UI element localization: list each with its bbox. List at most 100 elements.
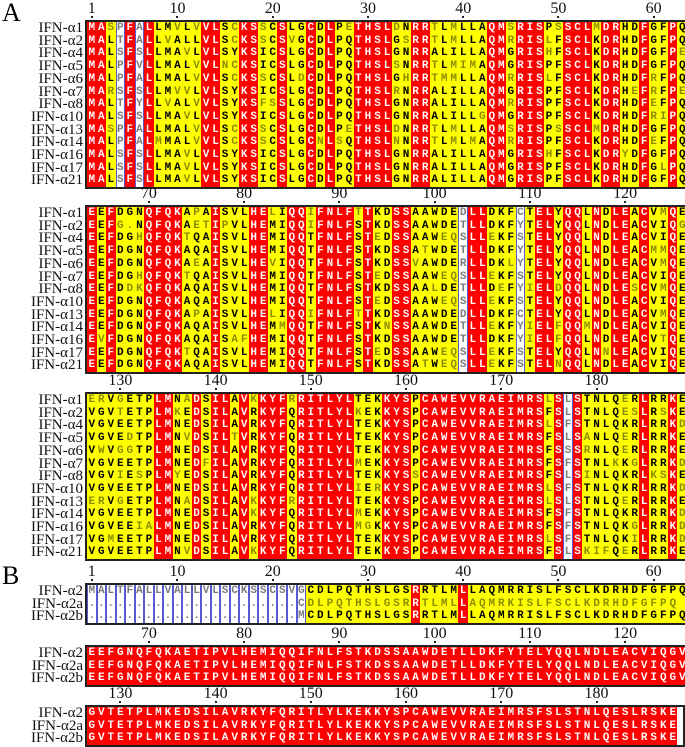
alignment-column [591,394,602,560]
sequence-row: EEFDGNQFQKAQAISVLHEMIQQTFNLFSTKDSSATWEQS… [88,359,685,372]
sequence-row: VGVEDTPLMNVDSILTVRKYFQRITLYLTEKKYSPCAWEV… [88,432,685,445]
position-tick-label: 150 [298,372,323,389]
alignment-column [267,207,278,373]
alignment-column [458,22,468,188]
sequence-row: EEFDGNQFQKTQAISVLHEMIQQTFNLFSTEDSSAAWEQS… [88,346,685,359]
alignment-column [525,647,535,686]
alignment-column [182,707,192,746]
tick-mark [624,641,627,643]
position-tick-label: 40 [455,563,472,580]
alignment-column [648,394,659,560]
alignment-column [248,394,259,560]
alignment-column [410,707,421,746]
sequence-name: IFN-α7 [38,268,83,285]
alignment-column [125,394,135,560]
alignment-column [96,22,107,188]
tick-mark [405,388,408,390]
alignment-column [515,707,526,746]
alignment-column [382,585,392,624]
sequence-name: IFN-α16 [30,147,83,163]
alignment-column [372,207,383,373]
alignment-column [334,22,345,188]
alignment-column [610,707,621,746]
alignment-column [467,707,478,746]
position-tick-label: 50 [550,0,567,17]
alignment-column [229,22,240,188]
alignment-column [229,207,240,373]
sequence-row: ......................MCDLPQTHSLGSRRTLML… [88,610,685,623]
alignment-column [353,707,364,746]
tick-mark [176,16,179,18]
position-tick-label: 10 [169,0,186,17]
alignment-column [172,707,183,746]
sequence-row: VGVTETPLMKEDSILAVRKYFQRITLYLKEKKYSPCAWEV… [88,406,685,419]
sequence-row: MALTFALLVALLVLSCKSSCSVGCDLPQTHSLGSRRTLML… [88,34,685,47]
alignment-column [401,207,411,373]
alignment-column [391,647,402,686]
alignment-column [106,22,116,188]
alignment-column [372,707,383,746]
alignment-column [467,585,478,624]
alignment-column [258,647,268,686]
sequence-row: EEFDGHQFQKTQAISVLHEMIQQTFNLFSTEDSSAAWEQS… [88,232,685,245]
alignment-column [87,647,97,686]
alignment-column [525,207,535,373]
alignment-column [629,585,640,624]
alignment-column [582,707,592,746]
sequence-name: IFN-α1 [38,20,83,36]
position-tick-label: 90 [331,625,348,642]
alignment-column [420,207,430,373]
alignment-column [572,707,583,746]
alignment-column [391,207,402,373]
sequence-name: IFN-α7 [38,455,83,472]
position-tick-label: 170 [489,685,514,702]
tick-mark [243,201,246,203]
alignment-column [629,22,640,188]
sequence-row: GVTETPLMKEDSILAVRKYFQRITLYLKEKKYSPCAWEVV… [88,719,678,732]
alignment-column [296,22,307,188]
alignment-column [458,707,468,746]
alignment-column [267,394,278,560]
alignment-column [191,647,202,686]
alignment-column [363,585,373,624]
alignment-column [667,22,678,188]
position-tick-label: 40 [455,0,472,17]
alignment-column [420,585,430,624]
position-tick-label: 1 [87,0,96,17]
alignment-column [125,585,135,624]
alignment-column [553,585,564,624]
alignment-column [458,647,468,686]
tick-mark [500,701,503,703]
alignment-column [667,647,678,686]
alignment-column [220,394,230,560]
sequence-name: IFN-α2a [31,717,83,734]
tick-mark [557,579,560,581]
alignment-column [572,585,583,624]
alignment-column [163,22,173,188]
position-tick-label: 160 [394,685,419,702]
tick-mark [500,388,503,390]
sequence-row: EVFDGNQFQKAQAISAFHEMIQQTFNLFSTKDSSAAWDET… [88,334,685,346]
alignment-column [287,707,297,746]
alignment-column [325,207,335,373]
sequence-row: MASPFALLMALVVLSCKSSCSLGCDLPETHSLDNRRTLML… [88,123,685,136]
alignment-column [144,22,154,188]
alignment-column [410,207,421,373]
alignment-column [410,585,421,624]
alignment-column [639,707,649,746]
tick-mark [528,641,531,643]
alignment-column [287,394,297,560]
alignment-column [144,707,154,746]
sequence-row: VGMEETPLMNEDSILAVRKYFQRITLYLTEKKYSPCAWEV… [88,533,685,546]
alignment-column [382,647,392,686]
alignment-column [144,394,154,560]
alignment-column [277,707,287,746]
alignment-column [239,394,249,560]
sequence-name: IFN-α17 [30,531,83,548]
alignment-column [210,207,221,373]
sequence-row: ERVGETPLMNADSILAVKKYFRRITLYLTEKKYSPCAWEV… [88,394,685,406]
alignment-column [248,22,259,188]
alignment-block: MASPFALLMVLVVLSCKSSCSLGCDLPETHSLDNRRTLML… [85,20,685,190]
alignment-column [658,207,668,373]
sequence-name: IFN-α2a [31,595,83,612]
